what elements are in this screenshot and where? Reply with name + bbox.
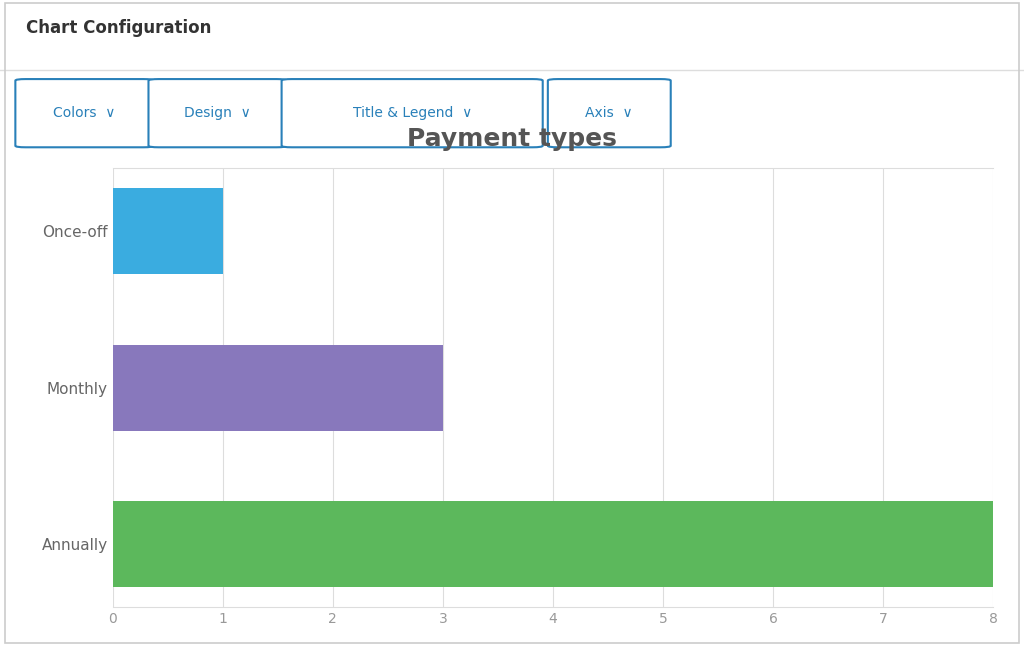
Text: Axis  ∨: Axis ∨ (586, 106, 633, 120)
Text: Payment types: Payment types (408, 127, 616, 151)
FancyBboxPatch shape (15, 79, 154, 147)
Text: Title & Legend  ∨: Title & Legend ∨ (352, 106, 472, 120)
Bar (113, 344, 442, 431)
FancyBboxPatch shape (148, 79, 287, 147)
Bar (113, 188, 223, 274)
FancyBboxPatch shape (282, 79, 543, 147)
FancyBboxPatch shape (548, 79, 671, 147)
Bar (113, 501, 993, 587)
Text: Design  ∨: Design ∨ (184, 106, 251, 120)
Text: Chart Configuration: Chart Configuration (26, 19, 211, 37)
Text: Colors  ∨: Colors ∨ (53, 106, 116, 120)
